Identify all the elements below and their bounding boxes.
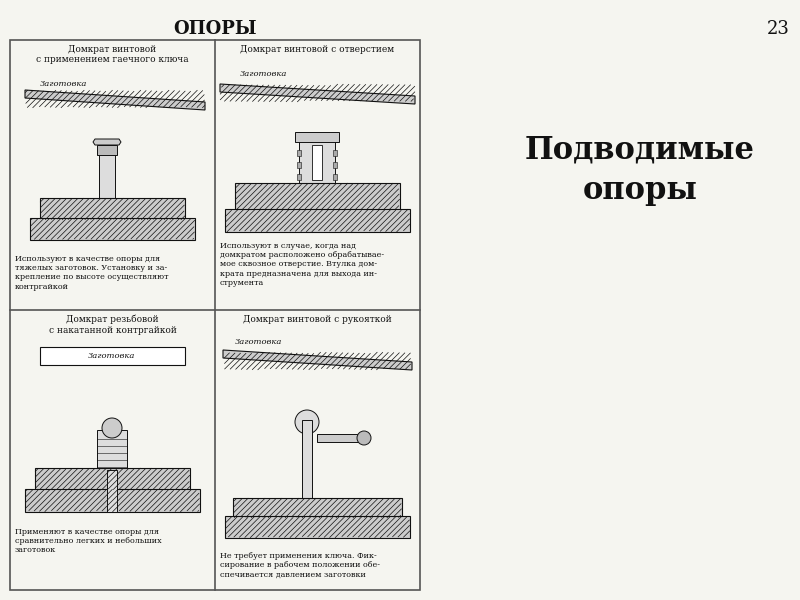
Bar <box>30 218 195 240</box>
Bar <box>35 468 190 490</box>
Bar <box>107 470 117 512</box>
Bar <box>25 489 200 512</box>
Bar <box>333 150 337 156</box>
Bar <box>220 84 415 102</box>
Bar <box>333 174 337 180</box>
Text: Домкрат винтовой
с применением гаечного ключа: Домкрат винтовой с применением гаечного … <box>36 45 189 64</box>
Text: Домкрат резьбовой
с накатанной контргайкой: Домкрат резьбовой с накатанной контргайк… <box>49 315 177 335</box>
Circle shape <box>102 418 122 438</box>
Bar <box>97 430 127 470</box>
Bar <box>25 489 200 512</box>
Bar <box>317 434 362 442</box>
Circle shape <box>357 431 371 445</box>
Bar <box>225 209 410 232</box>
Text: Применяют в качестве опоры для
сравнительно легких и небольших
заготовок: Применяют в качестве опоры для сравнител… <box>15 528 162 554</box>
Bar <box>233 498 402 518</box>
Bar <box>223 352 412 370</box>
Bar <box>97 145 117 155</box>
Bar <box>235 183 400 210</box>
Polygon shape <box>220 84 415 104</box>
Text: Используют в случае, когда над
домкратом расположено обрабатывае-
мое сквозное о: Используют в случае, когда над домкратом… <box>220 242 384 287</box>
Bar <box>299 140 335 185</box>
Bar <box>25 90 205 108</box>
Text: ОПОРЫ: ОПОРЫ <box>173 20 257 38</box>
Text: Домкрат винтовой с рукояткой: Домкрат винтовой с рукояткой <box>243 315 392 324</box>
Text: Заготовка: Заготовка <box>40 80 87 88</box>
Bar <box>297 174 301 180</box>
Bar <box>35 468 190 490</box>
Bar <box>99 145 115 200</box>
Bar <box>40 198 185 220</box>
Text: Заготовка: Заготовка <box>235 338 282 346</box>
Text: Домкрат винтовой с отверстием: Домкрат винтовой с отверстием <box>241 45 394 54</box>
Text: Используют в качестве опоры для
тяжелых заготовок. Установку и за-
крепление по : Используют в качестве опоры для тяжелых … <box>15 255 169 290</box>
Text: 23: 23 <box>767 20 790 38</box>
Bar <box>297 150 301 156</box>
Bar <box>302 420 312 500</box>
Bar <box>312 145 322 180</box>
Bar <box>40 347 185 365</box>
Bar <box>225 209 410 232</box>
Circle shape <box>295 410 319 434</box>
Bar <box>333 162 337 168</box>
Polygon shape <box>93 139 121 145</box>
Text: Подводимые
опоры: Подводимые опоры <box>525 134 755 206</box>
Bar <box>225 516 410 538</box>
Polygon shape <box>223 350 412 370</box>
Bar <box>297 162 301 168</box>
Bar <box>30 218 195 240</box>
Text: Заготовка: Заготовка <box>88 352 136 360</box>
Bar <box>295 132 339 142</box>
Text: Заготовка: Заготовка <box>240 70 287 78</box>
Bar <box>225 516 410 538</box>
Text: Не требует применения ключа. Фик-
сирование в рабочем положении обе-
спечивается: Не требует применения ключа. Фик- сирова… <box>220 552 380 578</box>
Polygon shape <box>25 90 205 110</box>
Bar <box>40 198 185 220</box>
Bar <box>233 498 402 518</box>
Bar <box>235 183 400 210</box>
